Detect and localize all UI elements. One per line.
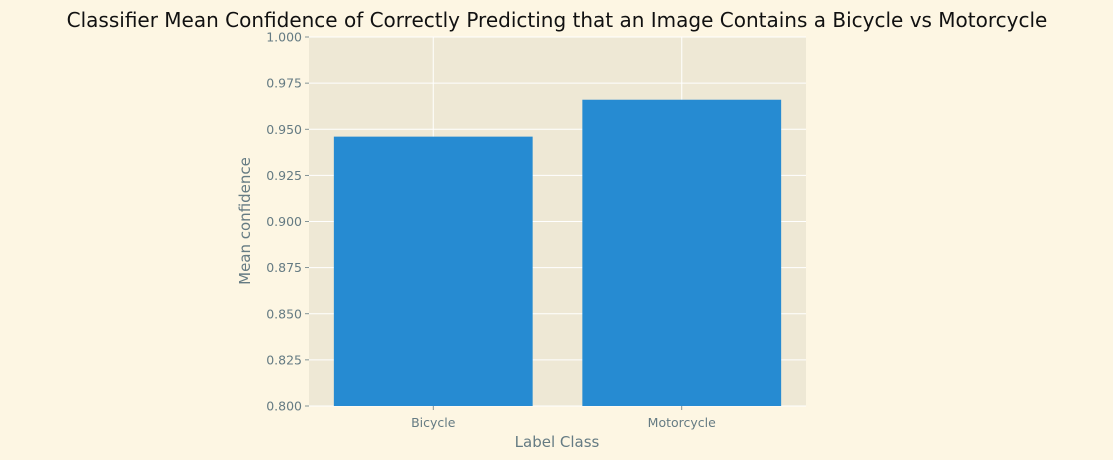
y-tick-label: 0.850 (266, 306, 302, 321)
bars (333, 99, 782, 406)
x-axis-label: Label Class (515, 433, 600, 451)
y-axis-label: Mean confidence (236, 157, 254, 285)
bar-motorcycle (582, 99, 782, 406)
y-tick-label: 0.875 (266, 260, 302, 275)
x-axis-ticks: Bicycle Motorcycle (411, 406, 716, 430)
y-tick-label: 0.950 (266, 122, 302, 137)
x-tick-label-motorcycle: Motorcycle (648, 415, 716, 430)
y-tick-label: 1.000 (266, 30, 302, 45)
x-tick-label-bicycle: Bicycle (411, 415, 456, 430)
y-tick-label: 0.800 (266, 399, 302, 414)
y-tick-label: 0.925 (266, 168, 302, 183)
y-tick-label: 0.825 (266, 352, 302, 367)
y-tick-label: 0.900 (266, 214, 302, 229)
y-tick-label: 0.975 (266, 76, 302, 91)
y-axis-ticks: 0.800 0.825 0.850 0.875 0.900 0.925 0.950 0.975… (266, 30, 309, 414)
chart-title: Classifier Mean Confidence of Correctly … (67, 8, 1048, 32)
bar-bicycle (333, 136, 533, 406)
